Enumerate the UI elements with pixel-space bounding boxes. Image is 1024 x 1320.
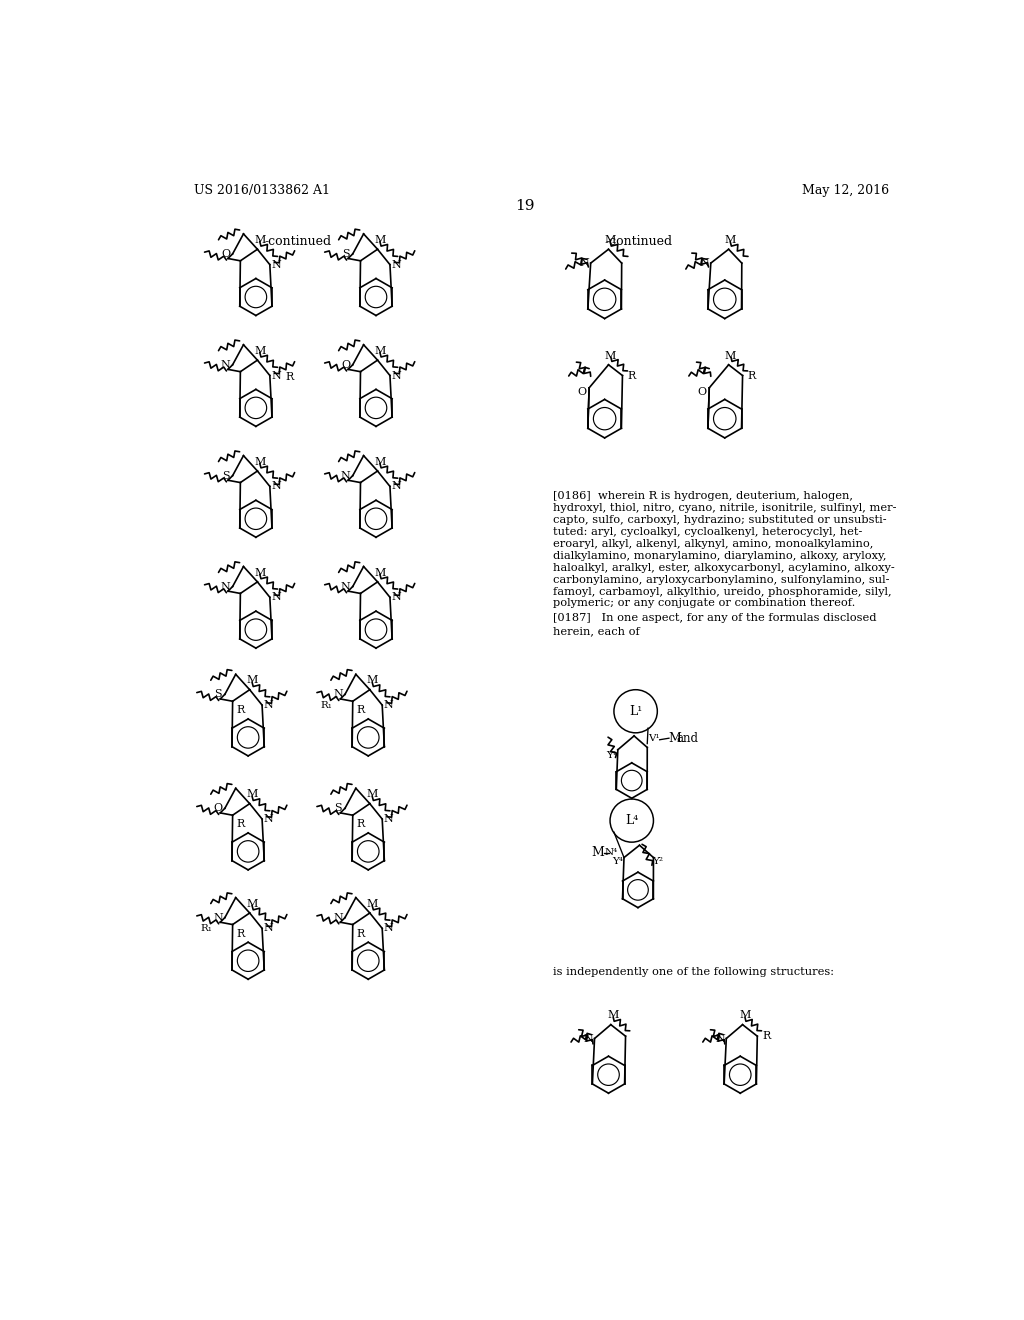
Text: R: R (356, 820, 365, 829)
Text: R: R (356, 705, 365, 715)
Text: M: M (374, 457, 386, 467)
Text: R: R (285, 372, 293, 381)
Text: N: N (341, 582, 350, 591)
Text: and: and (677, 731, 698, 744)
Text: M: M (591, 846, 604, 859)
Text: eroaryl, alkyl, alkenyl, alkynyl, amino, monoalkylamino,: eroaryl, alkyl, alkenyl, alkynyl, amino,… (553, 539, 873, 549)
Text: N: N (221, 360, 230, 370)
Text: S: S (222, 471, 229, 480)
Text: R: R (356, 929, 365, 939)
Text: dialkylamino, monarylamino, diarylamino, alkoxy, aryloxy,: dialkylamino, monarylamino, diarylamino,… (553, 550, 886, 561)
Text: M: M (254, 235, 265, 246)
Text: O: O (697, 387, 707, 397)
Text: M: M (607, 1010, 618, 1020)
Text: M: M (254, 346, 265, 356)
Text: S: S (334, 804, 342, 813)
Text: N: N (333, 912, 343, 923)
Text: N: N (333, 689, 343, 700)
Text: N: N (391, 593, 401, 602)
Text: R: R (748, 371, 756, 380)
Text: N: N (213, 912, 223, 923)
Text: N: N (271, 371, 281, 380)
Text: N: N (263, 700, 273, 710)
Text: M: M (254, 568, 265, 578)
Text: R: R (237, 705, 245, 715)
Text: M: M (374, 568, 386, 578)
Text: O: O (213, 804, 222, 813)
Text: famoyl, carbamoyl, alkylthio, ureido, phosphoramide, silyl,: famoyl, carbamoyl, alkylthio, ureido, ph… (553, 586, 891, 597)
Text: M: M (604, 351, 615, 360)
Text: polymeric; or any conjugate or combination thereof.: polymeric; or any conjugate or combinati… (553, 598, 855, 609)
Text: M: M (739, 1010, 751, 1020)
Text: hydroxyl, thiol, nitro, cyano, nitrile, isonitrile, sulfinyl, mer-: hydroxyl, thiol, nitro, cyano, nitrile, … (553, 503, 896, 513)
Text: N: N (384, 924, 393, 933)
Text: N: N (271, 260, 281, 269)
Text: N: N (699, 259, 710, 268)
Text: N: N (391, 371, 401, 380)
Text: N⁴: N⁴ (605, 849, 618, 858)
Text: [0187]   In one aspect, for any of the formulas disclosed: [0187] In one aspect, for any of the for… (553, 614, 877, 623)
Text: N: N (271, 593, 281, 602)
Text: US 2016/0133862 A1: US 2016/0133862 A1 (194, 185, 330, 197)
Text: R₁: R₁ (201, 924, 212, 933)
Text: -continued: -continued (606, 235, 673, 248)
Text: R: R (763, 1031, 771, 1041)
Text: R: R (237, 820, 245, 829)
Text: May 12, 2016: May 12, 2016 (802, 185, 890, 197)
Text: S: S (214, 689, 222, 700)
Text: [0186]  wherein R is hydrogen, deuterium, halogen,: [0186] wherein R is hydrogen, deuterium,… (553, 491, 853, 502)
Text: N: N (263, 814, 273, 824)
Text: N: N (221, 582, 230, 591)
Text: O: O (221, 249, 230, 259)
Text: N: N (391, 260, 401, 269)
Text: N: N (271, 482, 281, 491)
Text: M: M (367, 899, 378, 908)
Text: N: N (391, 482, 401, 491)
Text: N: N (584, 1034, 593, 1044)
Text: M: M (367, 676, 378, 685)
Text: N: N (341, 471, 350, 480)
Text: carbonylamino, aryloxycarbonylamino, sulfonylamino, sul-: carbonylamino, aryloxycarbonylamino, sul… (553, 574, 889, 585)
Text: N: N (384, 700, 393, 710)
Text: Y²: Y² (652, 857, 663, 866)
Text: 19: 19 (515, 199, 535, 213)
Text: R: R (628, 371, 636, 380)
Text: capto, sulfo, carboxyl, hydrazino; substituted or unsubsti-: capto, sulfo, carboxyl, hydrazino; subst… (553, 515, 887, 525)
Text: tuted: aryl, cycloalkyl, cycloalkenyl, heterocyclyl, het-: tuted: aryl, cycloalkyl, cycloalkenyl, h… (553, 527, 862, 537)
Text: O: O (578, 387, 587, 397)
Text: N: N (715, 1034, 725, 1044)
Text: R: R (237, 929, 245, 939)
Text: R₁: R₁ (321, 701, 333, 710)
Text: M: M (374, 235, 386, 246)
Text: N: N (263, 924, 273, 933)
Text: O: O (341, 360, 350, 370)
Text: L⁴: L⁴ (625, 814, 638, 828)
Text: M: M (668, 731, 681, 744)
Text: N: N (580, 259, 590, 268)
Text: is independently one of the following structures:: is independently one of the following st… (553, 966, 834, 977)
Text: M: M (374, 346, 386, 356)
Text: M: M (725, 235, 736, 246)
Text: M: M (725, 351, 736, 360)
Text: M: M (367, 789, 378, 800)
Text: M: M (604, 235, 615, 246)
Text: -continued: -continued (265, 235, 332, 248)
Text: herein, each of: herein, each of (553, 626, 639, 636)
Text: S: S (342, 249, 349, 259)
Text: M: M (247, 789, 258, 800)
Text: haloalkyl, aralkyl, ester, alkoxycarbonyl, acylamino, alkoxy-: haloalkyl, aralkyl, ester, alkoxycarbony… (553, 562, 894, 573)
Text: M: M (247, 676, 258, 685)
Text: Y⁴: Y⁴ (612, 857, 624, 866)
Text: N: N (384, 814, 393, 824)
Text: L¹: L¹ (629, 705, 642, 718)
Text: M: M (247, 899, 258, 908)
Text: V¹: V¹ (647, 734, 659, 743)
Text: M: M (254, 457, 265, 467)
Text: Y¹: Y¹ (606, 751, 617, 760)
